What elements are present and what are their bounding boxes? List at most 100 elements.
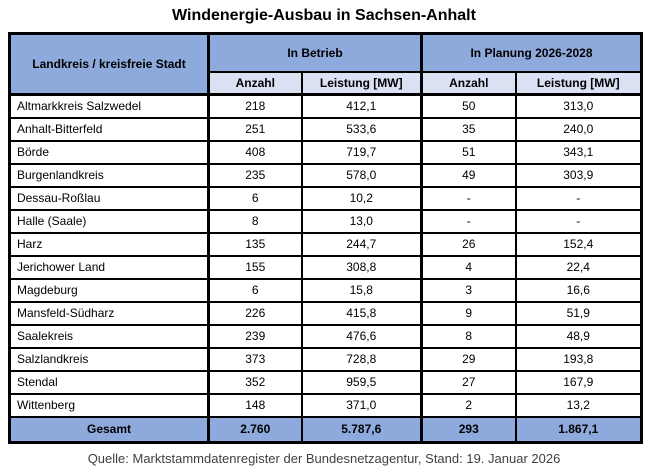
total-betrieb-leistung: 5.787,6	[300, 415, 423, 444]
table-row: Dessau-Roßlau 6 10,2 - -	[8, 185, 643, 211]
table-row: Wittenberg 148 371,0 2 13,2	[8, 392, 643, 418]
betrieb-anzahl-value: 408	[207, 139, 303, 165]
betrieb-leistung-value: 719,7	[300, 139, 423, 165]
table-row: Jerichower Land 155 308,8 4 22,4	[8, 254, 643, 280]
table-row: Harz 135 244,7 26 152,4	[8, 231, 643, 257]
betrieb-anzahl-value: 135	[207, 231, 303, 257]
planung-anzahl-value: -	[420, 185, 517, 211]
betrieb-leistung-value: 15,8	[300, 277, 423, 303]
planung-anzahl-value: 3	[420, 277, 517, 303]
table-header-sub-row: Anzahl Leistung [MW] Anzahl Leistung [MW…	[10, 70, 643, 96]
district-name: Mansfeld-Südharz	[8, 300, 210, 326]
planung-leistung-value: 313,0	[514, 93, 643, 119]
column-header-landkreis: Landkreis / kreisfreie Stadt	[8, 32, 210, 96]
district-name: Dessau-Roßlau	[8, 185, 210, 211]
planung-anzahl-value: -	[420, 208, 517, 234]
district-name: Burgenlandkreis	[8, 162, 210, 188]
betrieb-anzahl-value: 352	[207, 369, 303, 395]
planung-leistung-value: 193,8	[514, 346, 643, 372]
betrieb-anzahl-value: 235	[207, 162, 303, 188]
planung-leistung-value: -	[514, 185, 643, 211]
planung-leistung-value: 303,9	[514, 162, 643, 188]
betrieb-leistung-value: 412,1	[300, 93, 423, 119]
betrieb-leistung-value: 415,8	[300, 300, 423, 326]
betrieb-anzahl-value: 373	[207, 346, 303, 372]
group-header-in-planung: In Planung 2026-2028	[420, 32, 643, 73]
planung-anzahl-value: 35	[420, 116, 517, 142]
table-row: Anhalt-Bitterfeld 251 533,6 35 240,0	[8, 116, 643, 142]
planung-leistung-value: 167,9	[514, 369, 643, 395]
planung-leistung-value: -	[514, 208, 643, 234]
district-name: Halle (Saale)	[8, 208, 210, 234]
betrieb-leistung-value: 533,6	[300, 116, 423, 142]
planung-leistung-value: 240,0	[514, 116, 643, 142]
planung-anzahl-value: 50	[420, 93, 517, 119]
total-planung-anzahl: 293	[420, 415, 517, 444]
betrieb-anzahl-value: 218	[207, 93, 303, 119]
table-row: Salzlandkreis 373 728,8 29 193,8	[8, 346, 643, 372]
table-row: Altmarkkreis Salzwedel 218 412,1 50 313,…	[8, 93, 643, 119]
source-note: Quelle: Marktstammdatenregister der Bund…	[87, 451, 561, 466]
planung-anzahl-value: 2	[420, 392, 517, 418]
betrieb-anzahl-value: 239	[207, 323, 303, 349]
planung-leistung-value: 16,6	[514, 277, 643, 303]
betrieb-leistung-value: 578,0	[300, 162, 423, 188]
betrieb-anzahl-value: 8	[207, 208, 303, 234]
betrieb-leistung-value: 10,2	[300, 185, 423, 211]
planung-leistung-value: 13,2	[514, 392, 643, 418]
district-name: Wittenberg	[8, 392, 210, 418]
betrieb-leistung-value: 371,0	[300, 392, 423, 418]
district-name: Börde	[8, 139, 210, 165]
betrieb-leistung-value: 476,6	[300, 323, 423, 349]
district-name: Stendal	[8, 369, 210, 395]
table-row: Burgenlandkreis 235 578,0 49 303,9	[8, 162, 643, 188]
district-name: Altmarkkreis Salzwedel	[8, 93, 210, 119]
planung-anzahl-value: 49	[420, 162, 517, 188]
planung-leistung-value: 51,9	[514, 300, 643, 326]
total-row: Gesamt 2.760 5.787,6 293 1.867,1	[8, 415, 643, 444]
table-row: Börde 408 719,7 51 343,1	[8, 139, 643, 165]
planung-anzahl-value: 51	[420, 139, 517, 165]
betrieb-anzahl-value: 6	[207, 277, 303, 303]
sub-header-betrieb-leistung: Leistung [MW]	[300, 70, 423, 96]
total-planung-leistung: 1.867,1	[514, 415, 643, 444]
group-header-in-betrieb: In Betrieb	[207, 32, 423, 73]
betrieb-anzahl-value: 6	[207, 185, 303, 211]
sub-header-betrieb-anzahl: Anzahl	[207, 70, 303, 96]
page-title: Windenergie-Ausbau in Sachsen-Anhalt	[172, 7, 476, 24]
planung-leistung-value: 343,1	[514, 139, 643, 165]
betrieb-leistung-value: 13,0	[300, 208, 423, 234]
table-row: Magdeburg 6 15,8 3 16,6	[8, 277, 643, 303]
district-name: Anhalt-Bitterfeld	[8, 116, 210, 142]
planung-anzahl-value: 8	[420, 323, 517, 349]
sub-header-planung-anzahl: Anzahl	[420, 70, 517, 96]
table-row: Mansfeld-Südharz 226 415,8 9 51,9	[8, 300, 643, 326]
betrieb-leistung-value: 244,7	[300, 231, 423, 257]
planung-anzahl-value: 29	[420, 346, 517, 372]
planung-anzahl-value: 26	[420, 231, 517, 257]
wind-energy-table: Landkreis / kreisfreie Stadt In Betrieb …	[8, 32, 643, 444]
district-name: Salzlandkreis	[8, 346, 210, 372]
table-row: Halle (Saale) 8 13,0 - -	[8, 208, 643, 234]
betrieb-anzahl-value: 251	[207, 116, 303, 142]
betrieb-leistung-value: 308,8	[300, 254, 423, 280]
betrieb-anzahl-value: 148	[207, 392, 303, 418]
planung-leistung-value: 48,9	[514, 323, 643, 349]
planung-leistung-value: 22,4	[514, 254, 643, 280]
planung-anzahl-value: 4	[420, 254, 517, 280]
total-label: Gesamt	[8, 415, 210, 444]
betrieb-anzahl-value: 226	[207, 300, 303, 326]
planung-anzahl-value: 9	[420, 300, 517, 326]
sub-header-planung-leistung: Leistung [MW]	[514, 70, 643, 96]
table-header-group-row: Landkreis / kreisfreie Stadt In Betrieb …	[8, 32, 643, 96]
district-name: Jerichower Land	[8, 254, 210, 280]
total-betrieb-anzahl: 2.760	[207, 415, 303, 444]
district-name: Harz	[8, 231, 210, 257]
betrieb-leistung-value: 728,8	[300, 346, 423, 372]
district-name: Magdeburg	[8, 277, 210, 303]
table-row: Stendal 352 959,5 27 167,9	[8, 369, 643, 395]
planung-leistung-value: 152,4	[514, 231, 643, 257]
betrieb-anzahl-value: 155	[207, 254, 303, 280]
planung-anzahl-value: 27	[420, 369, 517, 395]
